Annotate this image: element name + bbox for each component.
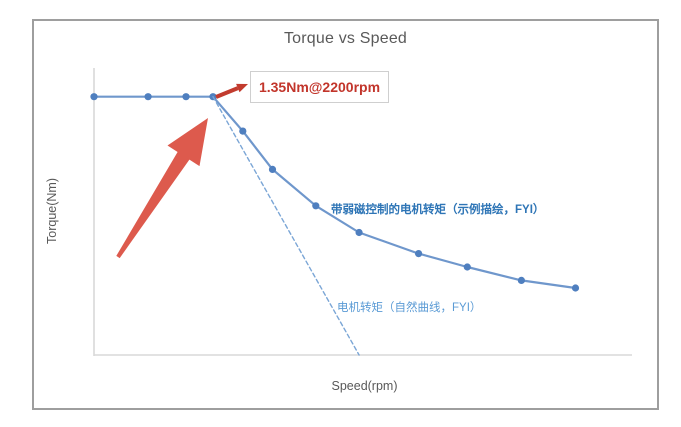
x-axis-label: Speed(rpm) — [331, 379, 398, 393]
data-point-marker — [415, 250, 423, 258]
chart-title: Torque vs Speed — [283, 30, 408, 47]
data-point-marker — [144, 93, 152, 101]
highlight-arrow-icon — [116, 118, 208, 259]
plot-layer — [90, 68, 632, 356]
callout-arrow-icon — [215, 83, 248, 99]
series2-label: 电机转矩（自然曲线，FYI） — [337, 302, 482, 314]
annotation-box: 1.35Nm@2200rpm — [250, 71, 389, 103]
series1-label: 带弱磁控制的电机转矩（示例描绘，FYI） — [331, 204, 545, 216]
annotation-text: 1.35Nm@2200rpm — [258, 79, 381, 95]
series-line-1 — [212, 95, 360, 356]
data-point-marker — [90, 93, 98, 101]
data-point-marker — [463, 263, 471, 271]
data-point-marker — [312, 202, 320, 210]
data-point-marker — [239, 127, 247, 135]
data-point-marker — [268, 165, 277, 173]
data-point-marker — [355, 228, 363, 237]
y-axis-label: Torque(Nm) — [45, 178, 59, 244]
data-point-marker — [571, 284, 580, 292]
series-line-0 — [92, 95, 577, 290]
data-point-marker — [182, 93, 190, 101]
data-point-marker — [517, 276, 526, 284]
